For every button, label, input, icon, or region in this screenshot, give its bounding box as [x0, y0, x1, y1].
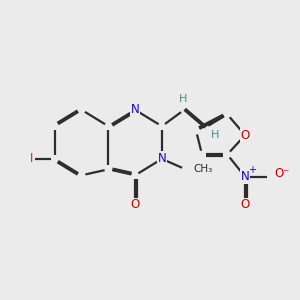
Text: O⁻: O⁻ [275, 167, 290, 180]
Text: H: H [211, 130, 220, 140]
Text: O: O [241, 199, 250, 212]
Text: I: I [29, 152, 33, 165]
Text: N: N [131, 103, 140, 116]
Text: O: O [241, 129, 250, 142]
Text: H: H [178, 94, 187, 104]
Text: +: + [248, 165, 256, 175]
Text: O: O [130, 199, 140, 212]
Text: CH₃: CH₃ [193, 164, 212, 174]
Text: N: N [158, 152, 166, 165]
Text: N: N [241, 170, 250, 183]
